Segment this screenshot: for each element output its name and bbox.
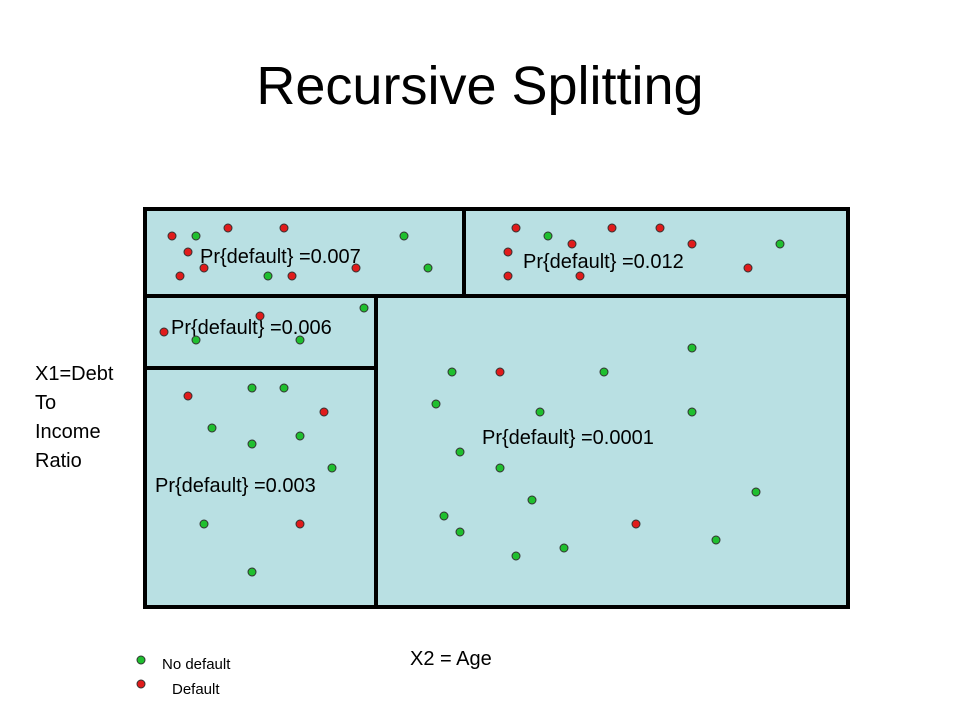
region-bottom-left — [143, 366, 378, 609]
region-label-mid-left: Pr{default} =0.006 — [171, 317, 332, 339]
no-default-point — [247, 567, 257, 577]
no-default-point — [295, 335, 305, 345]
y-axis-label-line: X1=Debt — [35, 363, 114, 385]
no-default-point — [687, 343, 697, 353]
default-point — [279, 223, 289, 233]
default-point — [687, 239, 697, 249]
no-default-point — [711, 535, 721, 545]
no-default-point — [191, 231, 201, 241]
region-label-top-left: Pr{default} =0.007 — [200, 246, 361, 268]
default-point — [223, 223, 233, 233]
default-point — [511, 223, 521, 233]
no-default-point — [455, 447, 465, 457]
default-point — [607, 223, 617, 233]
no-default-point — [599, 367, 609, 377]
default-point — [183, 247, 193, 257]
no-default-point — [535, 407, 545, 417]
no-default-point — [359, 303, 369, 313]
default-point — [183, 391, 193, 401]
no-default-point — [247, 439, 257, 449]
default-point — [287, 271, 297, 281]
y-axis-label: X1=Debt To Income Ratio — [35, 360, 113, 476]
legend-default-marker — [136, 679, 146, 689]
no-default-point — [399, 231, 409, 241]
region-right — [374, 294, 850, 609]
default-point — [351, 263, 361, 273]
region-mid-left — [143, 294, 378, 370]
default-point — [631, 519, 641, 529]
no-default-point — [423, 263, 433, 273]
no-default-point — [191, 335, 201, 345]
default-point — [167, 231, 177, 241]
region-top-left — [143, 207, 466, 298]
legend-default-label: Default — [172, 681, 220, 698]
default-point — [255, 311, 265, 321]
default-point — [319, 407, 329, 417]
no-default-point — [455, 527, 465, 537]
default-point — [655, 223, 665, 233]
no-default-point — [447, 367, 457, 377]
region-top-right — [462, 207, 850, 298]
no-default-point — [751, 487, 761, 497]
y-axis-label-line: To — [35, 392, 57, 414]
no-default-point — [431, 399, 441, 409]
x-axis-label: X2 = Age — [410, 648, 492, 670]
no-default-point — [687, 407, 697, 417]
region-label-top-right: Pr{default} =0.012 — [523, 251, 684, 273]
legend-no-default-label: No default — [162, 656, 231, 673]
no-default-point — [511, 551, 521, 561]
default-point — [175, 271, 185, 281]
no-default-point — [543, 231, 553, 241]
slide-title: Recursive Splitting — [256, 56, 704, 116]
no-default-point — [327, 463, 337, 473]
default-point — [503, 247, 513, 257]
no-default-point — [527, 495, 537, 505]
data-points — [159, 223, 785, 577]
no-default-point — [207, 423, 217, 433]
no-default-point — [247, 383, 257, 393]
no-default-point — [295, 431, 305, 441]
no-default-point — [279, 383, 289, 393]
default-point — [159, 327, 169, 337]
default-point — [567, 239, 577, 249]
default-point — [199, 263, 209, 273]
default-point — [295, 519, 305, 529]
no-default-point — [559, 543, 569, 553]
no-default-point — [199, 519, 209, 529]
y-axis-label-line: Income — [35, 421, 101, 443]
region-label-bottom-left: Pr{default} =0.003 — [155, 475, 316, 497]
default-point — [503, 271, 513, 281]
default-point — [495, 367, 505, 377]
legend-no-default-marker — [136, 655, 146, 665]
no-default-point — [775, 239, 785, 249]
default-point — [743, 263, 753, 273]
y-axis-label-line: Ratio — [35, 450, 82, 472]
default-point — [575, 271, 585, 281]
no-default-point — [263, 271, 273, 281]
no-default-point — [439, 511, 449, 521]
region-label-right: Pr{default} =0.0001 — [482, 427, 654, 449]
no-default-point — [495, 463, 505, 473]
